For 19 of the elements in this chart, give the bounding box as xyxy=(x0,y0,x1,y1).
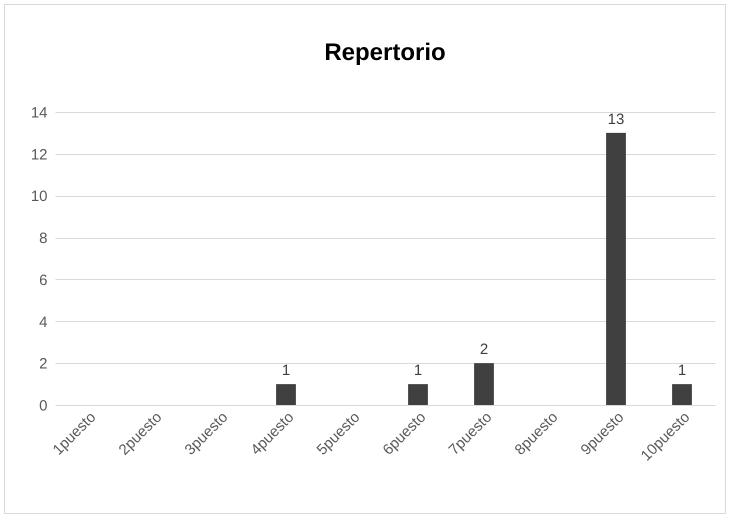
bar xyxy=(672,384,692,405)
data-label: 2 xyxy=(480,341,488,358)
y-tick-label: 2 xyxy=(39,356,48,373)
y-tick-label: 4 xyxy=(39,314,48,331)
y-tick-label: 10 xyxy=(30,188,48,206)
y-tick-label: 14 xyxy=(30,104,48,122)
bar xyxy=(474,363,494,405)
chart-title: Repertorio xyxy=(324,39,446,66)
bar xyxy=(606,132,626,405)
y-tick-label: 12 xyxy=(30,146,48,164)
y-tick-label: 6 xyxy=(39,272,48,289)
y-tick-label: 0 xyxy=(39,398,48,414)
data-label: 1 xyxy=(414,362,422,380)
data-label: 13 xyxy=(608,110,624,128)
bar xyxy=(276,384,296,405)
y-tick-label: 8 xyxy=(39,230,48,248)
data-label: 1 xyxy=(678,362,686,380)
data-label: 1 xyxy=(282,362,290,380)
bar xyxy=(408,384,428,405)
